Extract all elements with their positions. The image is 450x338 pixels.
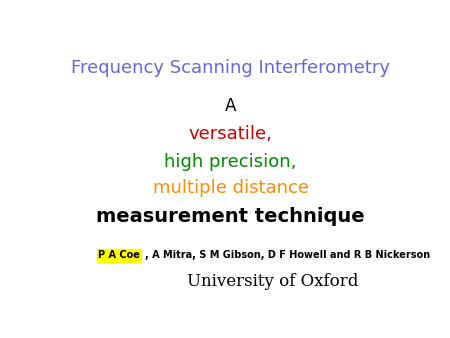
Text: P A Coe: P A Coe [98,250,140,260]
Text: multiple distance: multiple distance [153,178,309,197]
Text: Frequency Scanning Interferometry: Frequency Scanning Interferometry [71,59,390,77]
Text: University of Oxford: University of Oxford [187,273,358,290]
Text: A: A [225,97,236,115]
Text: , A Mitra, S M Gibson, D F Howell and R B Nickerson: , A Mitra, S M Gibson, D F Howell and R … [145,250,430,260]
Text: measurement technique: measurement technique [96,207,365,226]
Text: high precision,: high precision, [164,152,297,171]
Text: versatile,: versatile, [189,125,273,143]
